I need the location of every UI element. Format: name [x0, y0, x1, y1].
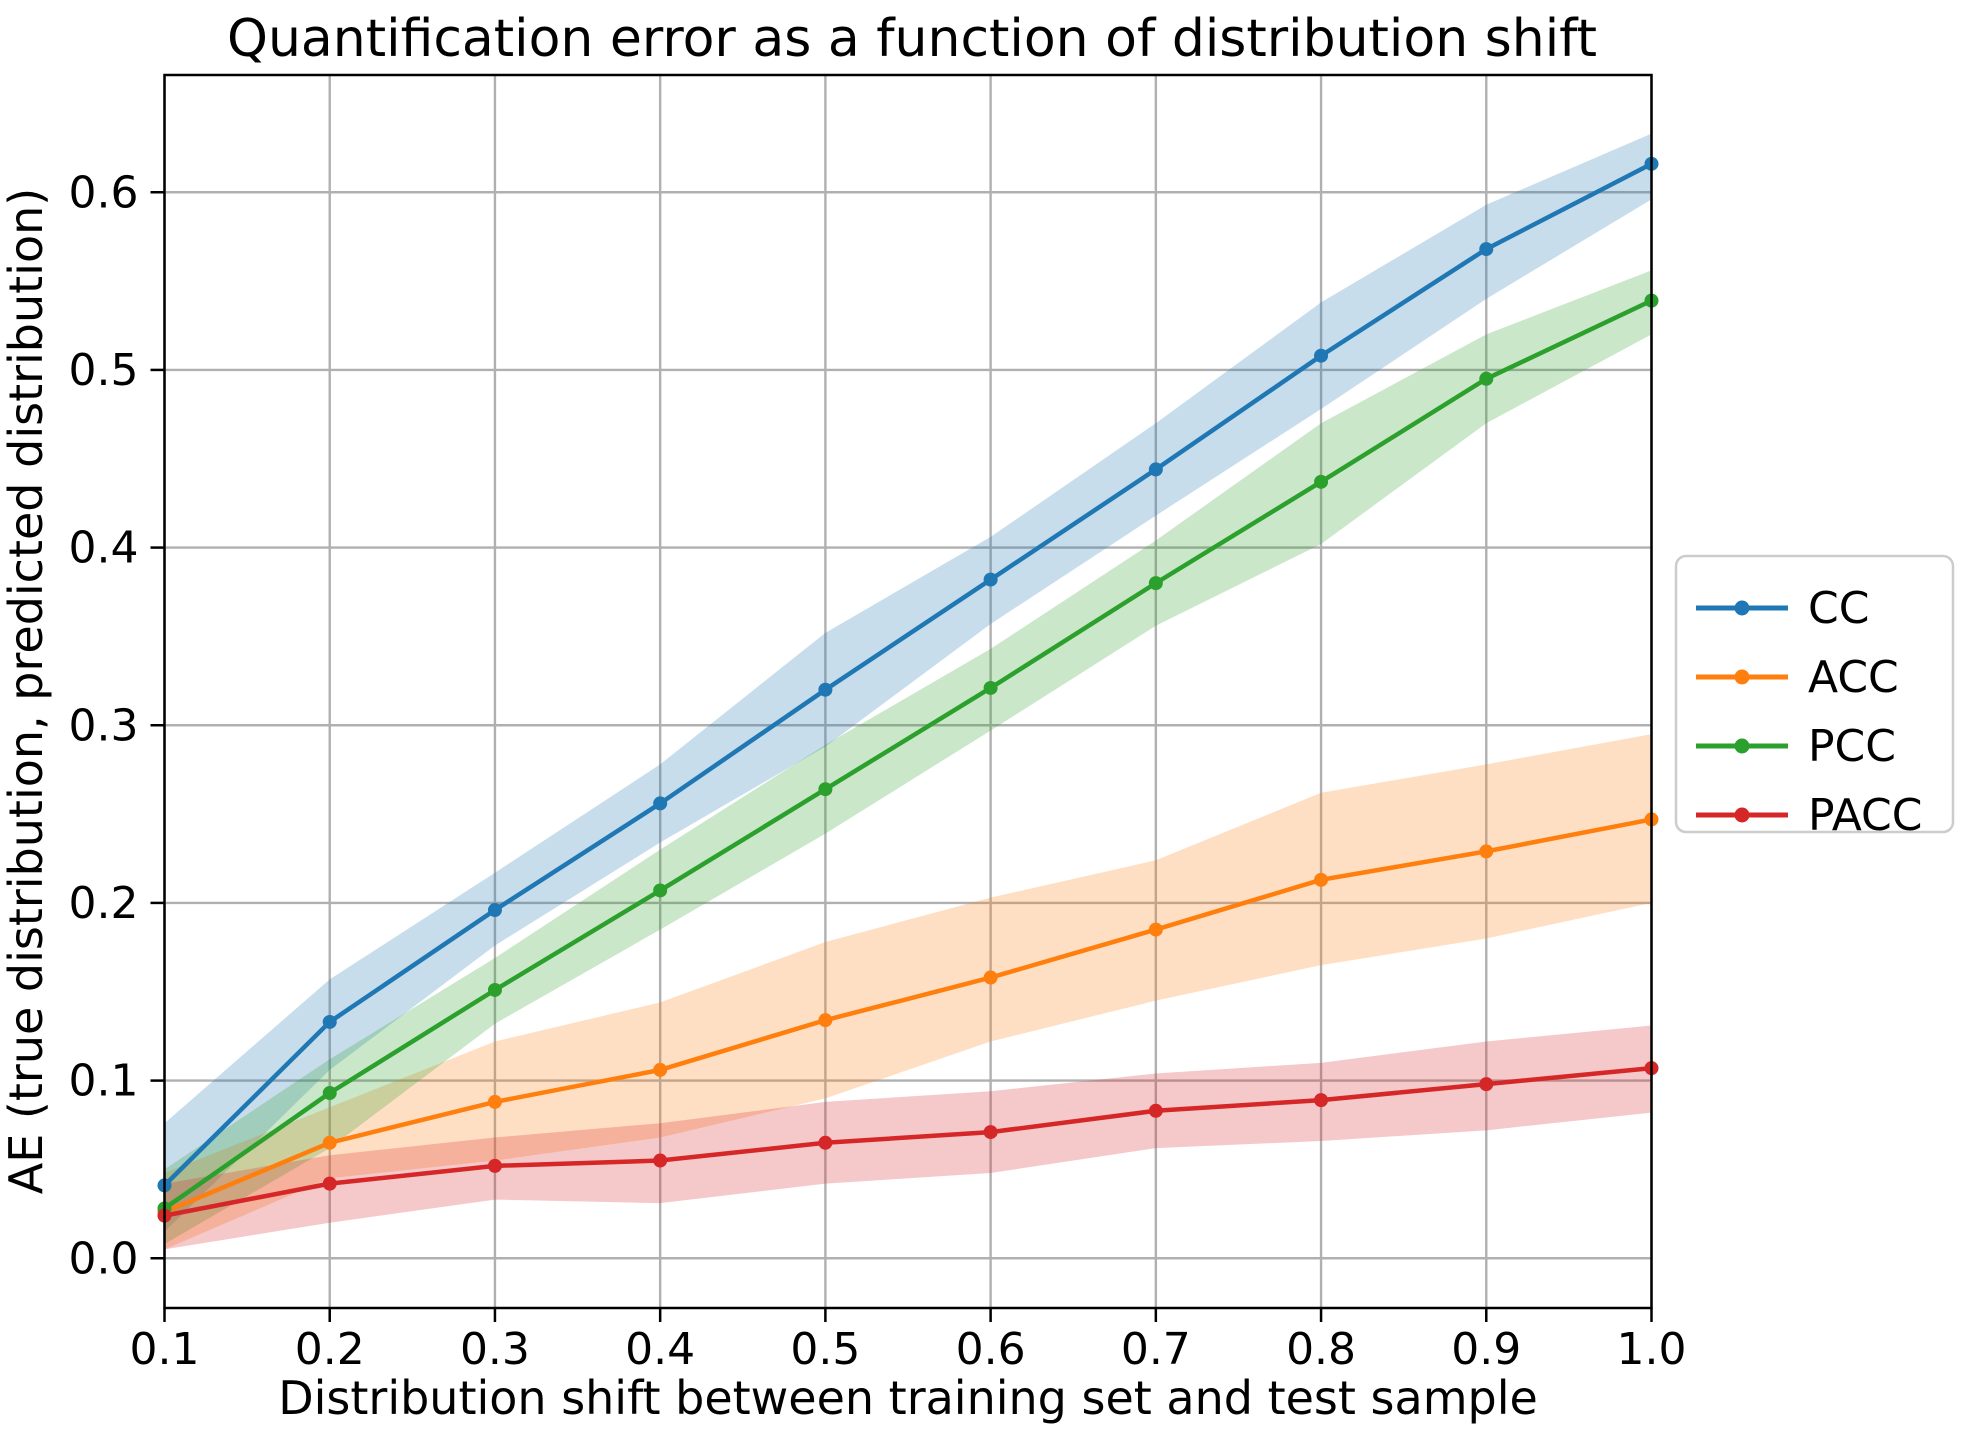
- x-tick-label: 0.3: [460, 1324, 530, 1375]
- y-tick-label: 0.3: [69, 700, 139, 751]
- pacc-marker: [818, 1135, 833, 1150]
- cc-marker: [322, 1014, 337, 1029]
- pacc-marker: [1314, 1093, 1329, 1108]
- y-tick-label: 0.5: [69, 345, 139, 396]
- cc-marker: [818, 682, 833, 697]
- cc-line: [162, 161, 1654, 1188]
- acc-marker: [983, 970, 998, 985]
- acc-marker: [1314, 872, 1329, 887]
- legend-marker-pcc: [1734, 738, 1750, 754]
- pacc-marker: [983, 1125, 998, 1140]
- pcc-marker: [653, 883, 668, 898]
- pcc-marker: [487, 982, 502, 997]
- y-tick-label: 0.2: [69, 878, 139, 929]
- y-tick-label: 0.4: [69, 523, 139, 574]
- acc-marker: [653, 1062, 668, 1077]
- x-tick-label: 0.5: [790, 1324, 860, 1375]
- y-tick-label: 0.1: [69, 1056, 139, 1107]
- y-tick-label: 0.6: [69, 167, 139, 218]
- pacc-line: [162, 1065, 1654, 1218]
- pcc-marker: [322, 1086, 337, 1101]
- x-tick-label: 1.0: [1617, 1324, 1687, 1375]
- plot-frame: [163, 73, 1653, 1310]
- acc-marker: [818, 1013, 833, 1028]
- confidence-bands: [164, 133, 1652, 1250]
- pacc-marker: [653, 1153, 668, 1168]
- x-tick-label: 0.7: [1121, 1324, 1191, 1375]
- pcc-marker: [983, 680, 998, 695]
- acc-confidence-band: [164, 734, 1652, 1250]
- pcc-line: [162, 298, 1654, 1211]
- x-tick-label: 0.1: [130, 1324, 200, 1375]
- legend-marker-cc: [1734, 600, 1750, 616]
- cc-confidence-band: [164, 133, 1652, 1232]
- legend-box: [1674, 554, 1955, 834]
- axes-spines-and-ticks: [150, 73, 1653, 1322]
- tick-labels: 0.1 0.2 0.3 0.4 0.5 0.6 0.7 0.8 0.9 1.0 0.0 0.1 0.2 0…: [69, 167, 1687, 1375]
- cc-marker: [487, 903, 502, 918]
- legend-marker-acc: [1734, 669, 1750, 685]
- x-tick-label: 0.2: [295, 1324, 365, 1375]
- acc-marker: [322, 1135, 337, 1150]
- cc-marker: [653, 796, 668, 811]
- legend-label-pacc: PACC: [1808, 790, 1923, 841]
- legend-label-acc: ACC: [1808, 652, 1899, 703]
- chart-title: Quantification error as a function of di…: [227, 9, 1597, 69]
- acc-marker: [1148, 922, 1163, 937]
- pacc-marker: [1479, 1077, 1494, 1092]
- pcc-confidence-band: [164, 270, 1652, 1245]
- pacc-marker: [1148, 1103, 1163, 1118]
- cc-marker: [1314, 348, 1329, 363]
- pacc-marker: [322, 1176, 337, 1191]
- pacc-marker: [487, 1158, 502, 1173]
- legend: CC ACC PCC PACC: [1674, 554, 1955, 841]
- y-tick-label: 0.0: [69, 1233, 139, 1284]
- cc-marker: [1479, 242, 1494, 257]
- y-axis-label: AE (true distribution, predicted distrib…: [0, 188, 53, 1194]
- legend-label-pcc: PCC: [1808, 721, 1896, 772]
- acc-marker: [1479, 844, 1494, 859]
- pcc-marker: [1479, 371, 1494, 386]
- acc-line: [162, 817, 1654, 1215]
- x-axis-label: Distribution shift between training set …: [278, 1371, 1538, 1425]
- cc-marker: [1148, 462, 1163, 477]
- x-tick-label: 0.9: [1451, 1324, 1521, 1375]
- pcc-marker: [1148, 576, 1163, 591]
- legend-marker-pacc: [1734, 807, 1750, 823]
- pcc-marker: [818, 782, 833, 797]
- x-tick-label: 0.6: [956, 1324, 1026, 1375]
- acc-marker: [487, 1094, 502, 1109]
- x-tick-label: 0.8: [1286, 1324, 1356, 1375]
- legend-label-cc: CC: [1808, 583, 1869, 634]
- cc-marker: [983, 572, 998, 587]
- x-tick-label: 0.4: [625, 1324, 695, 1375]
- pcc-marker: [1314, 474, 1329, 489]
